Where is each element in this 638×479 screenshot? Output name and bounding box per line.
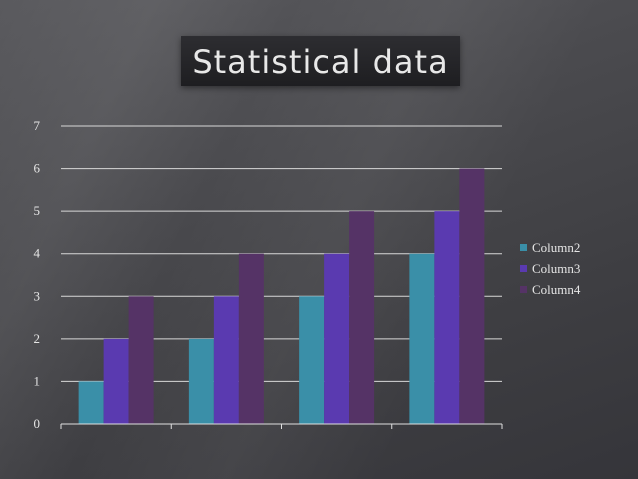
chart-title: Statistical data — [192, 43, 449, 81]
bar-column3-1 — [103, 338, 129, 424]
title-box — [181, 36, 460, 86]
y-tick-label-0: 0 — [34, 416, 41, 431]
y-tick-label-4: 4 — [34, 246, 41, 261]
bar-column3-2 — [213, 296, 239, 424]
legend-label-column4: Column4 — [532, 282, 581, 297]
y-tick-label-1: 1 — [34, 373, 41, 388]
y-tick-label-3: 3 — [34, 288, 41, 303]
y-tick-label-6: 6 — [34, 161, 41, 176]
bar-column2-2 — [188, 338, 214, 424]
legend-swatch-column3 — [520, 265, 527, 272]
y-tick-label-2: 2 — [34, 331, 41, 346]
bars — [78, 168, 485, 424]
bar-column2-4 — [409, 253, 435, 424]
bar-column4-3 — [349, 211, 375, 424]
bar-column4-1 — [128, 296, 154, 424]
y-tick-label-5: 5 — [34, 203, 41, 218]
x-axis — [60, 423, 503, 429]
legend: Column2 Column3 Column4 — [520, 240, 581, 297]
bar-column4-2 — [238, 253, 264, 424]
bar-column3-3 — [324, 253, 350, 424]
y-axis-tick-labels: 0 1 2 3 4 5 6 7 — [34, 118, 41, 431]
legend-label-column3: Column3 — [532, 261, 580, 276]
legend-swatch-column4 — [520, 286, 527, 293]
bar-column4-4 — [459, 168, 485, 424]
bar-column2-1 — [78, 381, 104, 424]
legend-label-column2: Column2 — [532, 240, 580, 255]
y-tick-label-7: 7 — [34, 118, 41, 133]
bar-column3-4 — [434, 211, 460, 424]
bar-column2-3 — [299, 296, 325, 424]
legend-swatch-column2 — [520, 244, 527, 251]
